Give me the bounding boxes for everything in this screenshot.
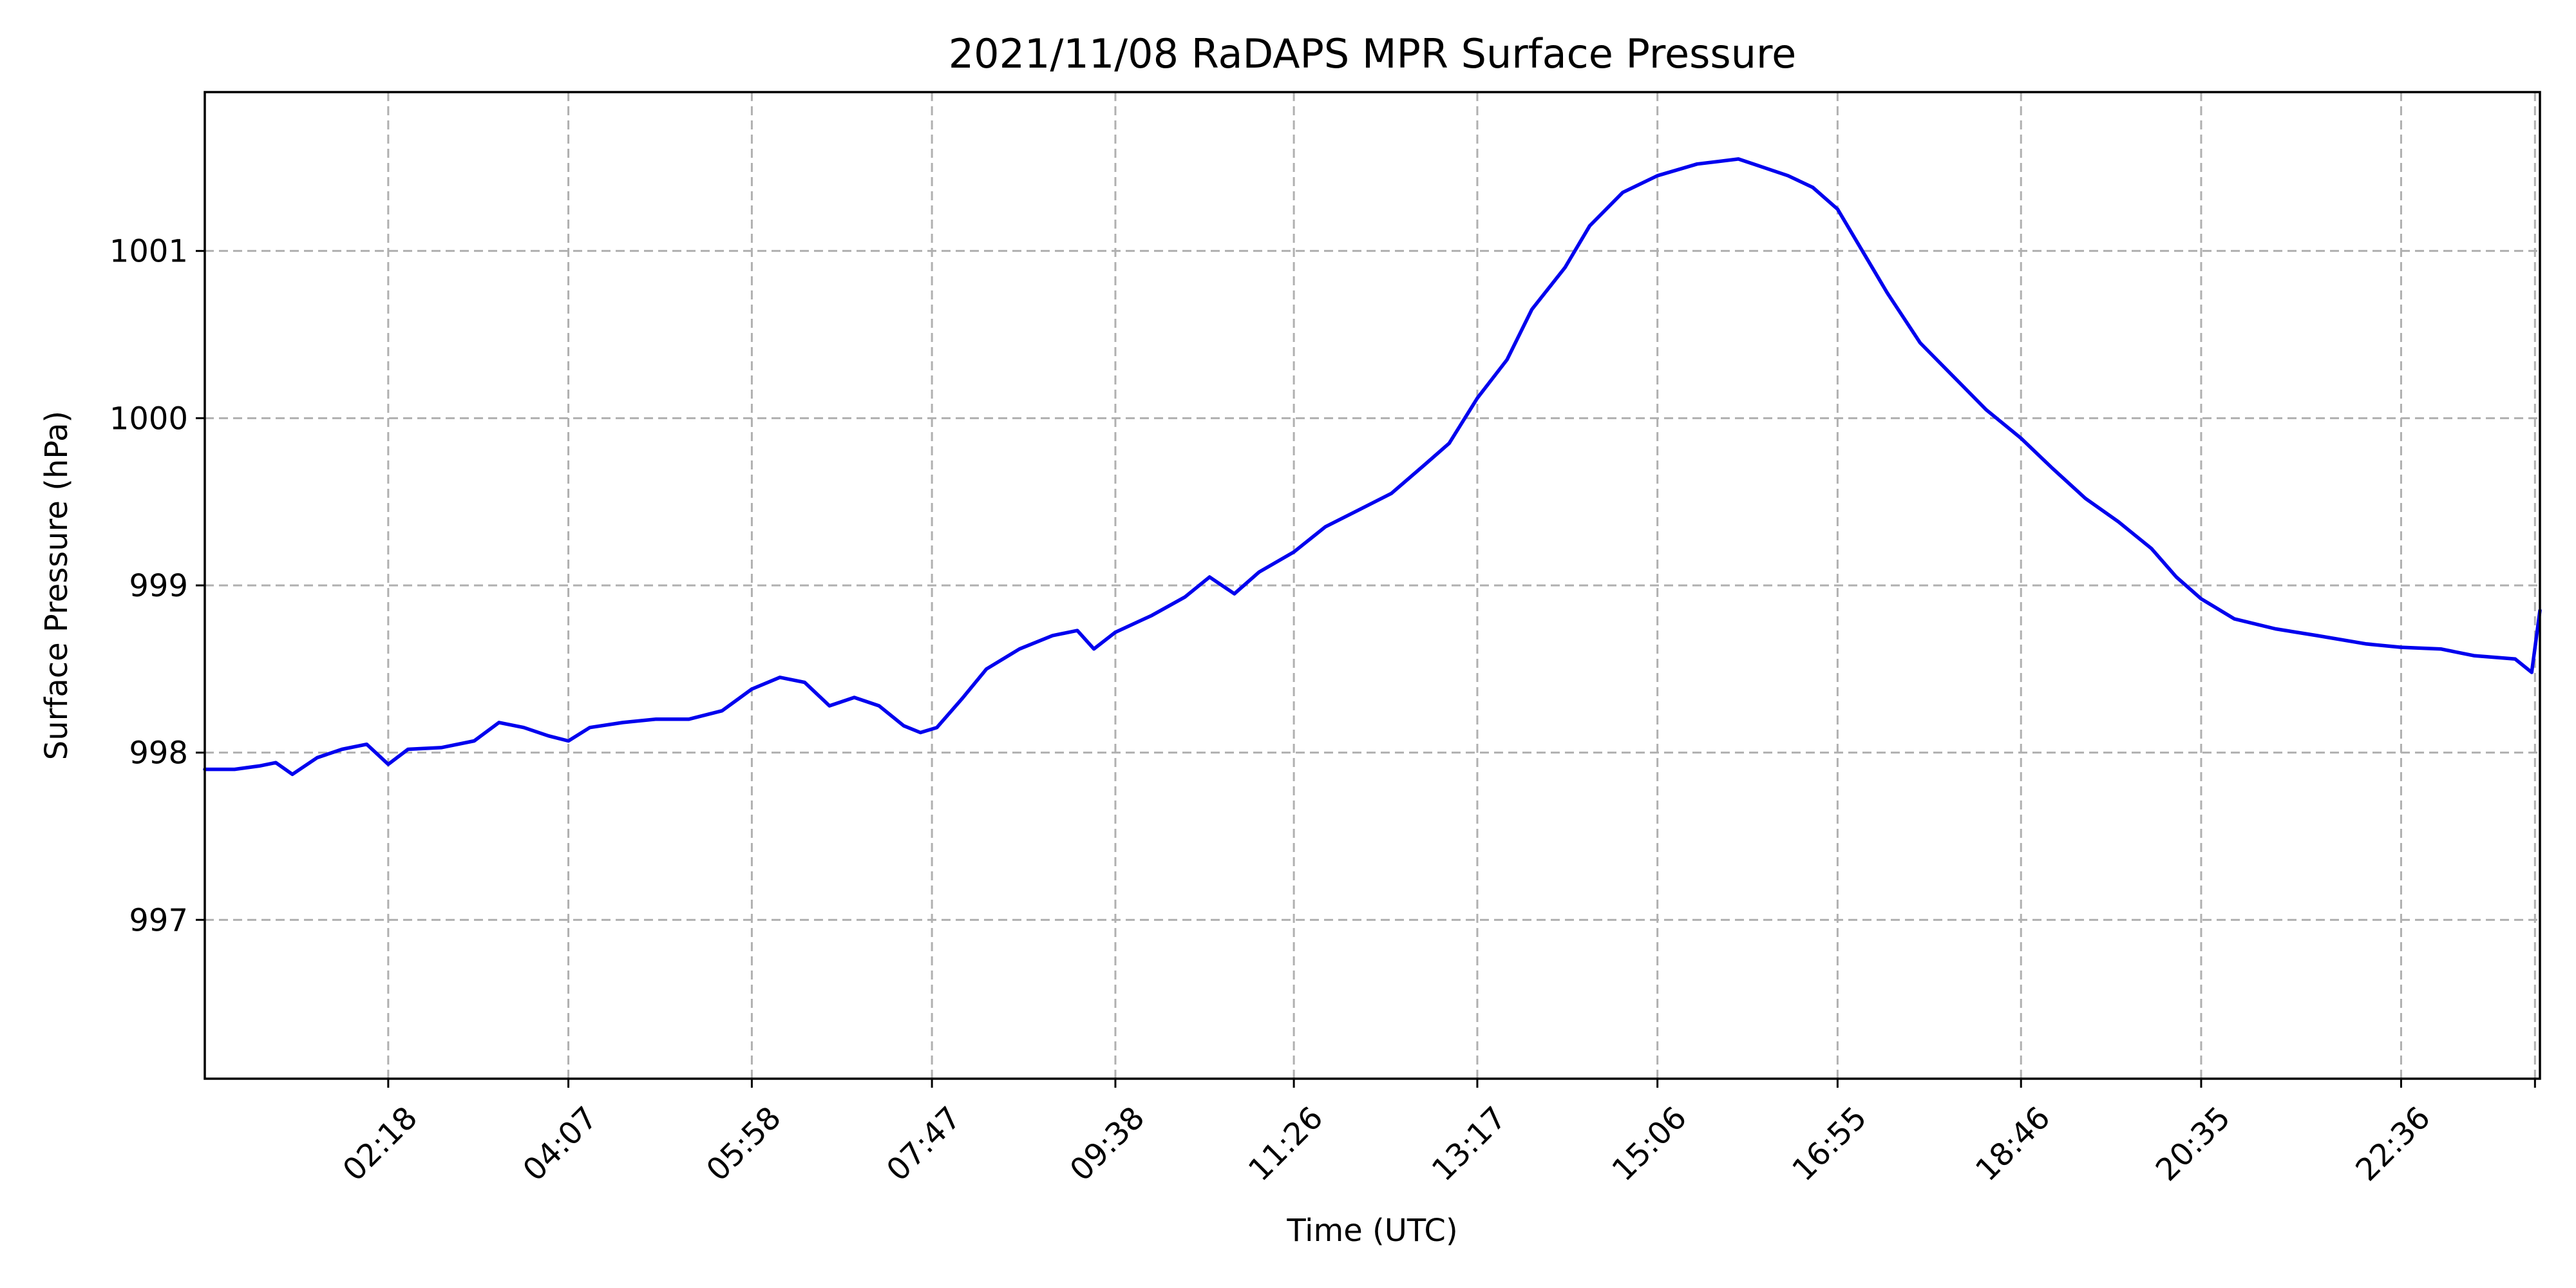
y-tick-label: 998	[129, 735, 188, 772]
x-axis: 02:18 04:07 05:58 07:47 09:38 11:26 13:17 15:06…	[336, 1079, 2536, 1188]
x-tick-label: 02:18	[336, 1100, 424, 1188]
x-tick-label: 09:38	[1063, 1100, 1151, 1188]
x-tick-label: 13:17	[1425, 1100, 1513, 1188]
x-tick-label: 15:06	[1605, 1100, 1693, 1188]
x-tick-label: 18:46	[1969, 1100, 2057, 1188]
chart-title: 2021/11/08 RaDAPS MPR Surface Pressure	[949, 30, 1797, 77]
pressure-series-line	[203, 157, 2542, 777]
y-axis-title: Surface Pressure (hPa)	[39, 411, 75, 760]
y-tick-label: 999	[129, 568, 188, 604]
y-tick-label: 1000	[109, 401, 188, 437]
y-tick-label: 997	[129, 902, 188, 938]
x-tick-label: 11:26	[1242, 1100, 1330, 1188]
x-tick-label: 16:55	[1785, 1100, 1873, 1188]
x-tick-label: 07:47	[880, 1100, 968, 1188]
x-tick-label: 20:35	[2149, 1100, 2237, 1188]
y-tick-label: 1001	[109, 234, 188, 270]
y-axis: 997 998 999 1000 1001	[109, 234, 205, 938]
x-tick-label: 04:07	[516, 1100, 604, 1188]
x-tick-label: 05:58	[699, 1100, 788, 1188]
series-layer	[203, 157, 2542, 777]
grid-layer	[205, 92, 2540, 1079]
x-axis-title: Time (UTC)	[1286, 1213, 1457, 1249]
x-tick-label: 22:36	[2349, 1100, 2437, 1188]
